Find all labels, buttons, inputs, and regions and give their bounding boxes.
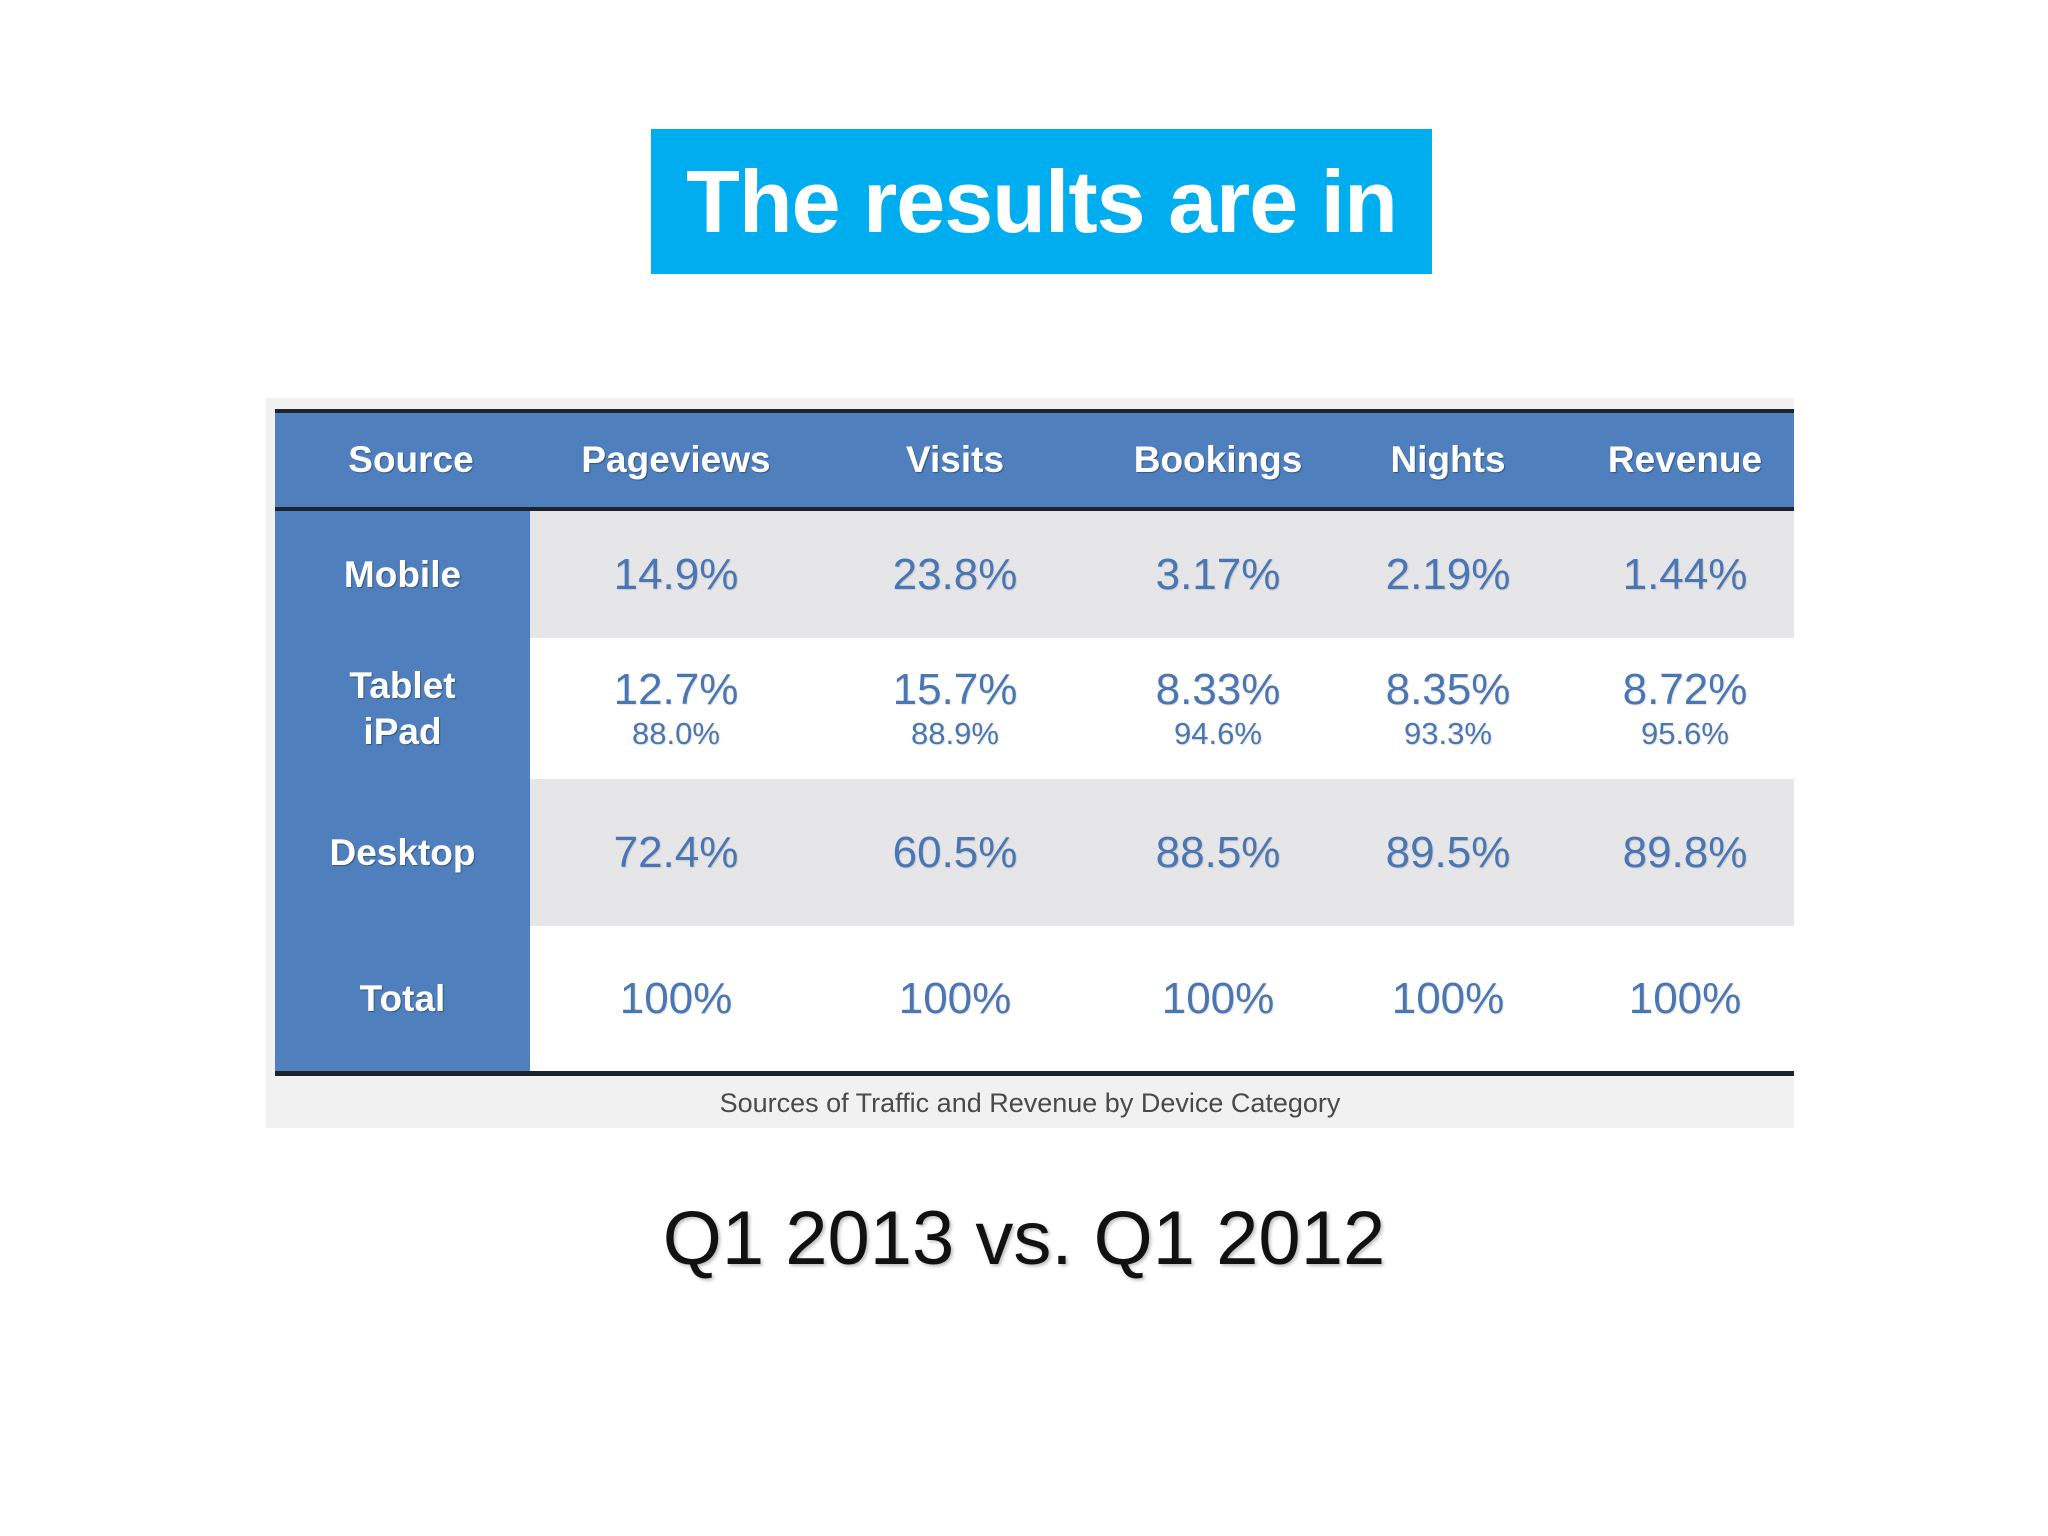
cell-value: 15.7% <box>892 664 1018 714</box>
table-cell: 100% <box>840 926 1070 1071</box>
cell-value: 88.5% <box>1155 827 1281 877</box>
column-header: Bookings <box>1133 439 1303 480</box>
table-cell: 23.8% <box>840 511 1070 638</box>
cell-value: 23.8% <box>892 549 1018 599</box>
row-label: Desktop <box>275 779 530 926</box>
row-label: Tablet iPad <box>275 638 530 779</box>
column-header: Pageviews <box>581 439 771 480</box>
row-label-line: Mobile <box>343 553 462 595</box>
row-label: Mobile <box>275 511 530 638</box>
row-label-column <box>275 511 530 1071</box>
cell-subvalue: 93.3% <box>1404 715 1492 751</box>
cell-value: 1.44% <box>1622 549 1748 599</box>
cell-subvalue: 88.9% <box>911 715 999 751</box>
row-label-line: Tablet <box>349 664 456 706</box>
table-cell: 100% <box>1103 926 1333 1071</box>
cell-value: 100% <box>898 973 1012 1023</box>
table-figure: Source Pageviews Visits Bookings Nights Reven… <box>266 398 1794 1128</box>
table-bottom-rule <box>275 1071 1794 1076</box>
row-label-line: Total <box>359 977 446 1019</box>
table-cell: 8.35% 93.3% <box>1348 638 1548 779</box>
table-cell: 15.7% 88.9% <box>840 638 1070 779</box>
table-cell: 8.33% 94.6% <box>1103 638 1333 779</box>
cell-value: 8.72% <box>1622 664 1748 714</box>
table-cell: 2.19% <box>1348 511 1548 638</box>
cell-value: 72.4% <box>613 827 739 877</box>
cell-value: 100% <box>1391 973 1505 1023</box>
column-header: Visits <box>905 439 1005 480</box>
table-cell: 100% <box>1575 926 1795 1071</box>
cell-subvalue: 95.6% <box>1641 715 1729 751</box>
table-cell: 100% <box>1348 926 1548 1071</box>
cell-subvalue: 88.0% <box>632 715 720 751</box>
table-cell: 8.72% 95.6% <box>1575 638 1795 779</box>
cell-value: 14.9% <box>613 549 739 599</box>
table-cell: 12.7% 88.0% <box>551 638 801 779</box>
table-cell: 14.9% <box>551 511 801 638</box>
row-band <box>530 511 1794 638</box>
cell-value: 89.5% <box>1385 827 1511 877</box>
table-cell: 88.5% <box>1103 779 1333 926</box>
table-cell: 100% <box>551 926 801 1071</box>
cell-value: 100% <box>619 973 733 1023</box>
cell-value: 3.17% <box>1155 549 1281 599</box>
column-header: Nights <box>1390 439 1506 480</box>
table-caption: Sources of Traffic and Revenue by Device… <box>719 1088 1341 1118</box>
row-band <box>530 779 1794 926</box>
table-cell: 72.4% <box>551 779 801 926</box>
header-rule <box>275 507 1794 511</box>
table-cell: 3.17% <box>1103 511 1333 638</box>
row-band <box>530 638 1794 779</box>
table-cell: 89.8% <box>1575 779 1795 926</box>
slide-subtitle: Q1 2013 vs. Q1 2012 <box>662 1196 1386 1281</box>
row-label-line: Desktop <box>329 831 476 873</box>
row-label-line: iPad <box>363 710 442 752</box>
table-cell: 60.5% <box>840 779 1070 926</box>
cell-value: 89.8% <box>1622 827 1748 877</box>
cell-value: 2.19% <box>1385 549 1511 599</box>
table-cell: 89.5% <box>1348 779 1548 926</box>
table-header-row <box>275 413 1794 507</box>
column-header: Source <box>348 439 474 480</box>
title-banner: The results are in <box>651 129 1432 274</box>
row-band <box>530 926 1794 1071</box>
cell-value: 8.33% <box>1155 664 1281 714</box>
cell-subvalue: 94.6% <box>1174 715 1262 751</box>
cell-value: 12.7% <box>613 664 739 714</box>
cell-value: 8.35% <box>1385 664 1511 714</box>
table-cell: 1.44% <box>1575 511 1795 638</box>
row-label: Total <box>275 926 530 1071</box>
cell-value: 100% <box>1628 973 1742 1023</box>
cell-value: 100% <box>1161 973 1275 1023</box>
slide-title: The results are in <box>686 151 1398 251</box>
data-table: Source Pageviews Visits Bookings Nights Reven… <box>275 413 1794 1071</box>
column-header: Revenue <box>1607 439 1763 480</box>
table-top-rule <box>275 409 1794 413</box>
cell-value: 60.5% <box>892 827 1018 877</box>
